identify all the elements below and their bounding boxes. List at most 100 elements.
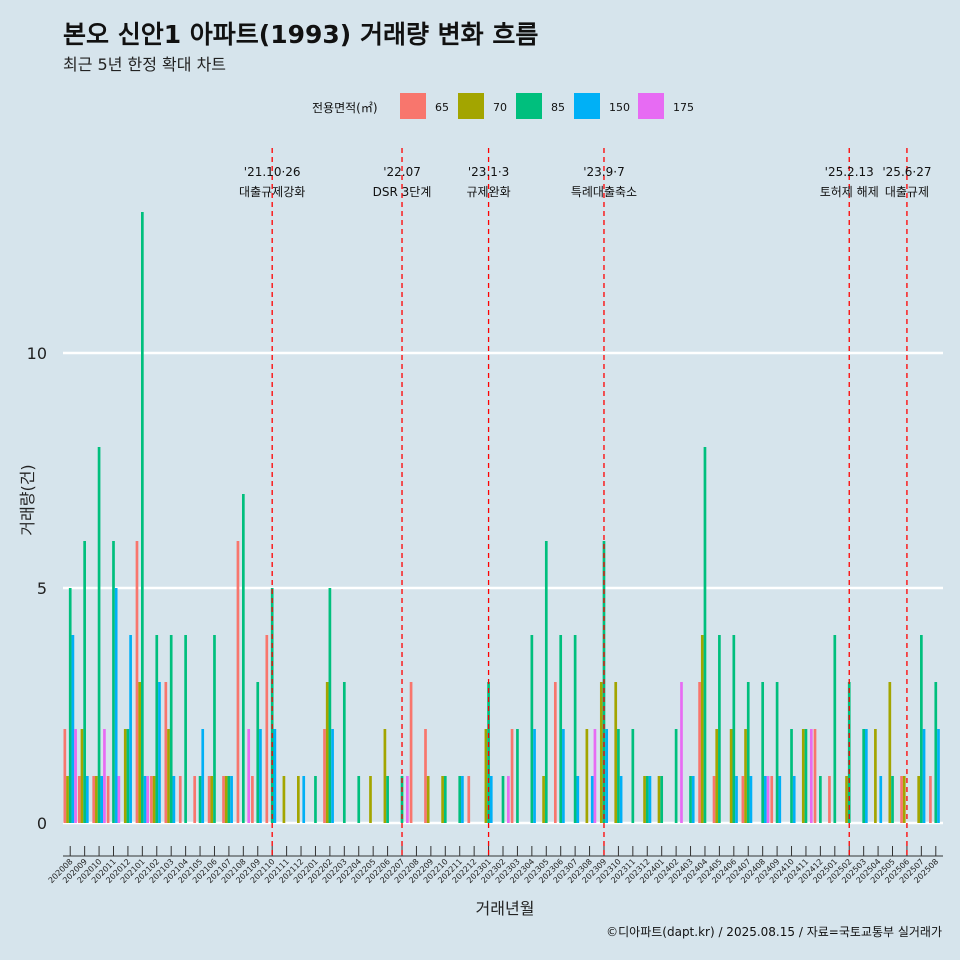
bar-202101-175 xyxy=(146,776,150,823)
y-tick-label-5: 5 xyxy=(37,579,47,598)
bar-202306-150 xyxy=(562,729,565,823)
bar-202010-70 xyxy=(95,776,98,823)
bar-202101-70 xyxy=(138,682,142,823)
bar-202406-85 xyxy=(732,635,736,823)
bar-202310-70 xyxy=(614,682,618,823)
bar-202411-175 xyxy=(809,729,813,823)
bar-202409-150 xyxy=(778,776,782,823)
bar-202105-85 xyxy=(198,776,202,823)
bar-202106-70 xyxy=(210,776,214,823)
event-text-202301: 규제완화 xyxy=(466,185,510,199)
bar-202211-85 xyxy=(458,776,462,823)
bar-202504-150 xyxy=(879,776,883,823)
bar-202106-65 xyxy=(207,776,211,823)
bar-202407-85 xyxy=(746,682,750,823)
bar-202412-65 xyxy=(813,729,817,823)
bar-202010-175 xyxy=(103,729,106,823)
bar-202008-150 xyxy=(71,635,75,823)
bar-202405-70 xyxy=(715,729,719,823)
bar-202407-150 xyxy=(749,776,753,823)
bar-202310-85 xyxy=(617,729,620,823)
bar-202408-175 xyxy=(766,776,770,823)
bar-202411-85 xyxy=(804,729,808,823)
bar-202408-85 xyxy=(761,682,765,823)
event-text-202309: 특례대출축소 xyxy=(571,185,637,199)
x-axis-label: 거래년월 xyxy=(476,899,535,918)
bar-202010-150 xyxy=(100,776,104,823)
chart-title: 본오 신안1 아파트(1993) 거래량 변화 흐름 xyxy=(63,20,538,49)
bar-202305-70 xyxy=(542,776,545,823)
legend-label-150: 150 xyxy=(609,101,630,114)
legend-label-65: 65 xyxy=(435,101,449,114)
bar-202009-65 xyxy=(77,776,81,823)
bar-202304-85 xyxy=(530,635,534,823)
bar-202505-70 xyxy=(888,682,892,823)
bar-202308-175 xyxy=(593,729,597,823)
bar-202403-85 xyxy=(689,776,692,823)
legend-swatch-65 xyxy=(400,93,426,119)
bar-202306-65 xyxy=(553,682,557,823)
bar-202401-70 xyxy=(657,776,661,823)
bar-202102-70 xyxy=(152,776,156,823)
bar-202404-65 xyxy=(698,682,701,823)
bar-202105-150 xyxy=(201,729,205,823)
caption: ©디아파트(dapt.kr) / 2025.08.15 / 자료=국토교통부 실… xyxy=(606,925,942,939)
bar-202501-85 xyxy=(833,635,837,823)
bar-202009-70 xyxy=(80,729,84,823)
bar-202012-150 xyxy=(129,635,132,823)
bar-202412-85 xyxy=(819,776,822,823)
bar-202501-65 xyxy=(828,776,831,823)
bar-202502-70 xyxy=(845,776,848,823)
bar-202210-70 xyxy=(441,776,444,823)
bar-202104-85 xyxy=(184,635,187,823)
bar-202012-70 xyxy=(123,729,127,823)
bar-202011-85 xyxy=(112,541,115,823)
bar-202211-150 xyxy=(461,776,464,823)
bar-202309-70 xyxy=(599,682,603,823)
bar-202210-85 xyxy=(443,776,447,823)
event-text-202502: 토허제 해제 xyxy=(820,185,879,199)
legend-swatch-85 xyxy=(516,93,542,119)
bar-202106-85 xyxy=(213,635,216,823)
bar-202306-85 xyxy=(559,635,563,823)
bar-202102-65 xyxy=(150,776,153,823)
bar-202103-70 xyxy=(167,729,170,823)
x-axis: 2020082020092020102020112020122021012021… xyxy=(47,846,943,885)
bar-202110-65 xyxy=(265,635,269,823)
bar-202507-150 xyxy=(922,729,926,823)
event-date-202506: '25.6·27 xyxy=(882,165,931,179)
bar-202402-85 xyxy=(674,729,678,823)
bar-202410-85 xyxy=(790,729,793,823)
bar-202209-65 xyxy=(424,729,427,823)
bar-202407-70 xyxy=(744,729,747,823)
bar-202101-65 xyxy=(135,541,139,823)
bar-202112-70 xyxy=(297,776,300,823)
legend-swatch-150 xyxy=(574,93,600,119)
bar-202401-85 xyxy=(660,776,664,823)
bar-202503-85 xyxy=(862,729,865,823)
y-tick-label-10: 10 xyxy=(27,344,47,363)
bar-202304-150 xyxy=(533,729,536,823)
bar-202312-70 xyxy=(643,776,646,823)
bar-202312-150 xyxy=(648,776,652,823)
bar-202110-85 xyxy=(270,588,274,823)
bar-202303-65 xyxy=(510,729,514,823)
bar-202504-70 xyxy=(874,729,877,823)
legend-label-175: 175 xyxy=(673,101,694,114)
bar-202105-65 xyxy=(193,776,197,823)
bar-202201-85 xyxy=(314,776,317,823)
bar-202503-150 xyxy=(865,729,868,823)
bar-202008-85 xyxy=(68,588,72,823)
bar-202109-85 xyxy=(256,682,260,823)
event-date-202301: '23.1·3 xyxy=(468,165,509,179)
bar-202407-65 xyxy=(741,776,745,823)
bar-202308-70 xyxy=(585,729,589,823)
bar-202507-70 xyxy=(917,776,921,823)
bar-202405-85 xyxy=(718,635,721,823)
bar-202010-85 xyxy=(97,447,101,823)
bar-202103-85 xyxy=(169,635,173,823)
bar-202406-150 xyxy=(735,776,738,823)
bar-202202-65 xyxy=(323,729,326,823)
bar-202107-150 xyxy=(230,776,233,823)
bar-202307-85 xyxy=(573,635,577,823)
